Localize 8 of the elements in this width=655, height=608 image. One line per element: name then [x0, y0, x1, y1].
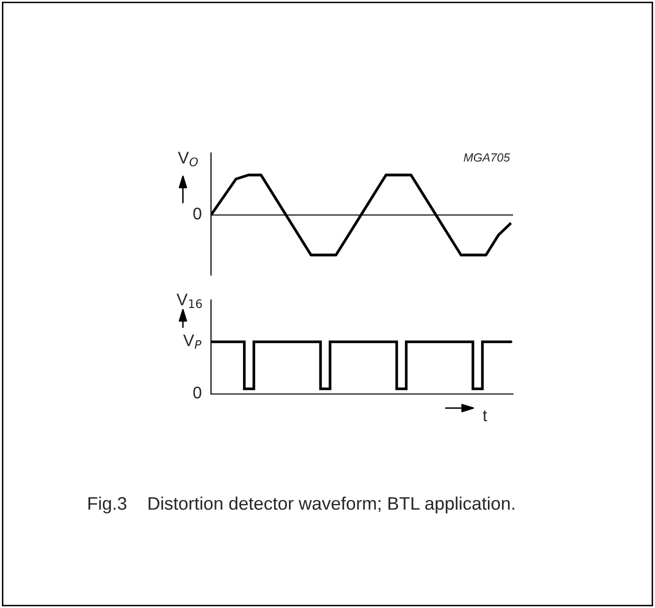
y-axis-title: V$_{O}$ [178, 152, 198, 166]
text: MGA705 [464, 153, 510, 162]
text: 0 [193, 386, 202, 398]
text: V$_{P}$ [183, 334, 202, 349]
x-axis-title: t [482, 410, 488, 422]
text: 0 [193, 208, 202, 220]
y-axis-title: V$_{16}$ [176, 294, 202, 308]
caption: Fig.3 Distortion detector waveform; BTL application. [88, 496, 514, 514]
